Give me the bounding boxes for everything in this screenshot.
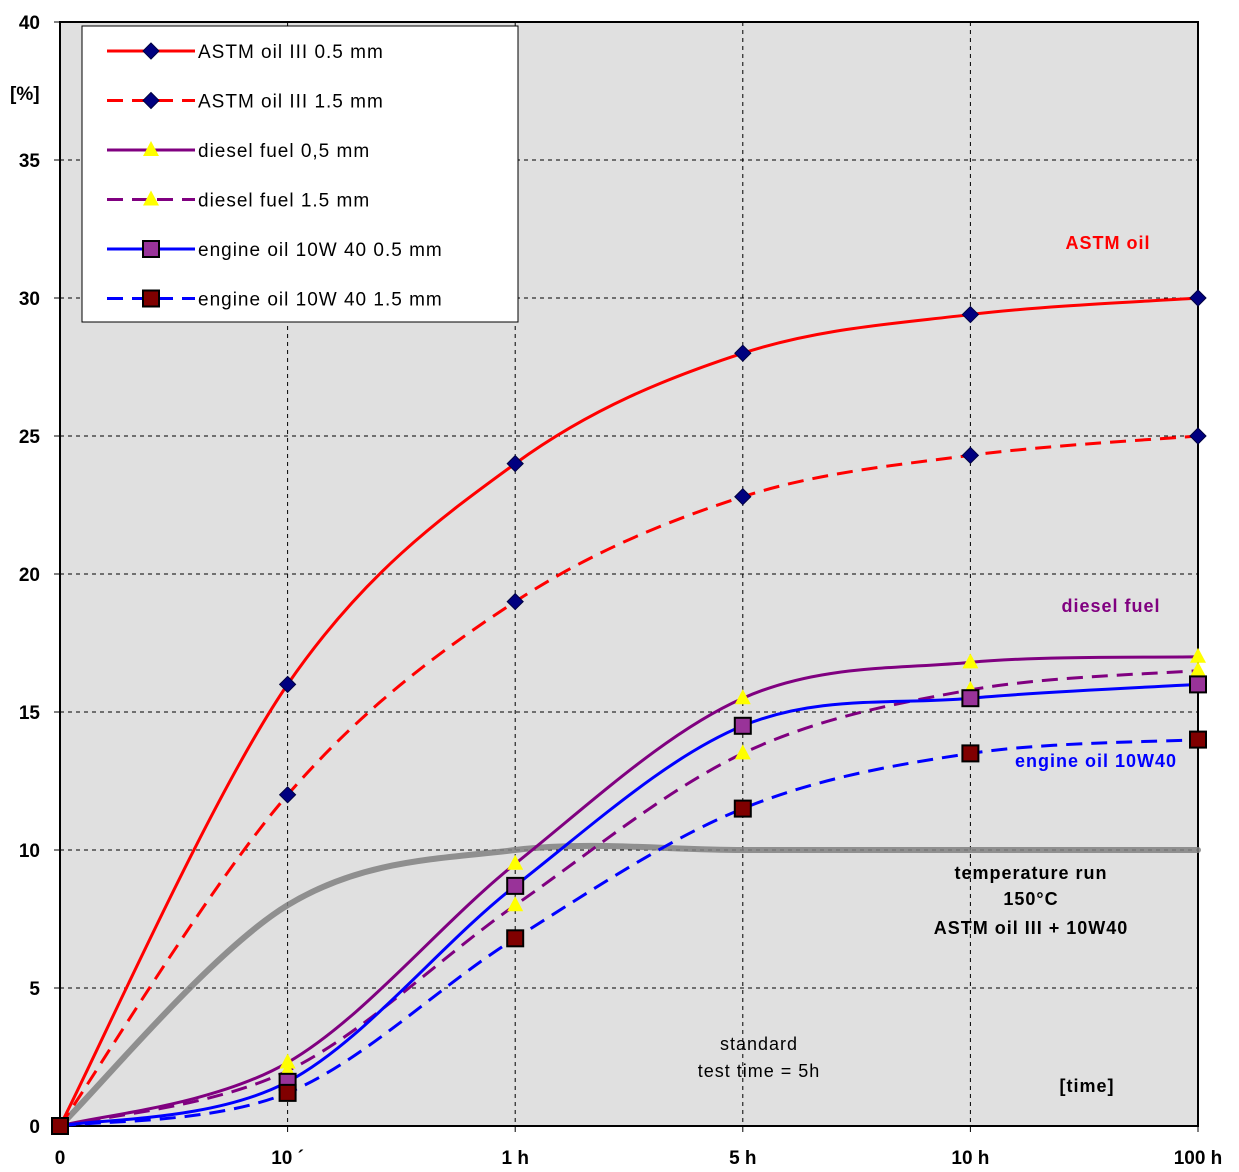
series-layer [51, 289, 1207, 1135]
series-line-5 [59, 682, 1199, 1128]
series-1-point [734, 344, 752, 362]
legend-items: ASTM oil III 0.5 mm ASTM oil III 1.5 mm di… [107, 42, 443, 311]
legend-label-3: diesel fuel 0,5 mm [198, 141, 370, 162]
annotation-test-time: test time = 5h [698, 1061, 821, 1081]
annotation-temperature-run: temperature run [954, 863, 1107, 883]
legend-marker-4 [143, 190, 159, 206]
x-tick-label: 5 h [729, 1148, 756, 1169]
legend-marker-5 [142, 240, 160, 258]
x-tick-label: 0 [55, 1148, 66, 1169]
x-tick-label: 10 h [951, 1148, 989, 1169]
legend-label-5: engine oil 10W 40 0.5 mm [198, 240, 443, 261]
series-5-point [733, 716, 752, 735]
series-line-3 [59, 655, 1199, 1128]
legend-label-2: ASTM oil III 1.5 mm [198, 92, 384, 113]
series-2-point [1189, 427, 1207, 445]
y-tick-label: 25 [19, 427, 41, 448]
legend-label-6: engine oil 10W 40 1.5 mm [198, 290, 443, 311]
legend: ASTM oil III 0.5 mm ASTM oil III 1.5 mm di… [81, 25, 519, 323]
annotation-engine-oil: engine oil 10W40 [1015, 751, 1177, 771]
y-tick-label: 10 [19, 841, 40, 862]
series-6-point [278, 1083, 297, 1102]
legend-box [81, 25, 519, 323]
y-tick-label: 35 [19, 151, 41, 172]
series-6-point [51, 1117, 69, 1135]
annotation-diesel-fuel: diesel fuel [1061, 596, 1160, 616]
y-tick-label: 40 [19, 13, 40, 34]
legend-label-1: ASTM oil III 0.5 mm [198, 42, 384, 63]
series-5-point [1189, 675, 1207, 694]
y-axis-label: [%] [10, 84, 40, 105]
series-6-point [506, 929, 525, 948]
series-5-point [506, 876, 525, 895]
series-3-point [507, 854, 524, 870]
series-3-point [734, 689, 751, 705]
x-tick-label: 10 ´ [271, 1148, 304, 1169]
series-2-point [734, 488, 752, 506]
annotation-astm-oil: ASTM oil [1066, 233, 1151, 253]
annotation-temperature-oils: ASTM oil III + 10W40 [934, 918, 1129, 938]
x-tick-label: 100 h [1174, 1148, 1223, 1169]
y-tick-label: 30 [19, 289, 40, 310]
annotation-temperature: 150°C [1003, 889, 1058, 909]
series-4-point [1190, 661, 1206, 677]
y-tick-label: 5 [29, 979, 40, 1000]
series-6-point [1189, 730, 1207, 749]
x-tick-label: 1 h [501, 1148, 528, 1169]
series-2-point [961, 446, 980, 465]
series-1-point [278, 675, 297, 694]
series-1-point [506, 454, 524, 473]
series-line-4 [59, 669, 1199, 1128]
series-2-point [278, 786, 297, 804]
x-axis-ticks: 0 10 ´ 1 h 5 h 10 h 100 h [55, 1126, 1223, 1169]
series-line-2 [58, 434, 1199, 1127]
series-2-point [506, 592, 524, 611]
series-line-6 [59, 738, 1199, 1128]
legend-marker-1 [142, 42, 160, 60]
series-3-point [279, 1053, 296, 1069]
legend-marker-2 [142, 91, 160, 110]
series-6-point [961, 744, 980, 763]
series-3-point [962, 653, 979, 669]
x-axis-label: [time] [1060, 1076, 1115, 1096]
series-1-point [961, 305, 980, 324]
series-1-point [1189, 289, 1207, 307]
series-6-point [733, 799, 752, 818]
legend-marker-3 [143, 141, 159, 156]
legend-label-4: diesel fuel 1.5 mm [198, 191, 370, 212]
annotation-standard: standard [720, 1034, 798, 1054]
y-tick-label: 0 [29, 1117, 40, 1138]
y-tick-label: 20 [19, 565, 40, 586]
temperature-run-line [57, 842, 1201, 1129]
series-3-point [1190, 647, 1206, 663]
y-tick-label: 15 [19, 703, 41, 724]
legend-marker-6 [142, 289, 160, 308]
series-4-point [734, 744, 751, 760]
series-4-point [507, 896, 524, 912]
y-axis-ticks: 0 5 10 15 20 25 30 35 40 [19, 13, 60, 1138]
series-5-point [961, 689, 980, 708]
